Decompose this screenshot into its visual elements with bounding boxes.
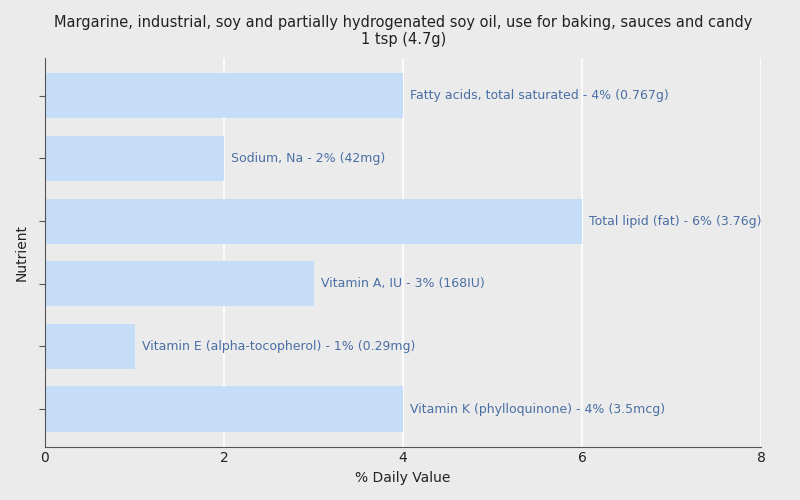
- Y-axis label: Nutrient: Nutrient: [15, 224, 29, 281]
- Text: Vitamin K (phylloquinone) - 4% (3.5mcg): Vitamin K (phylloquinone) - 4% (3.5mcg): [410, 402, 666, 415]
- Bar: [45, 386, 403, 432]
- Text: Fatty acids, total saturated - 4% (0.767g): Fatty acids, total saturated - 4% (0.767…: [410, 90, 669, 102]
- Bar: [45, 198, 582, 244]
- Bar: [45, 261, 314, 306]
- X-axis label: % Daily Value: % Daily Value: [355, 471, 451, 485]
- Bar: [45, 74, 403, 118]
- Title: Margarine, industrial, soy and partially hydrogenated soy oil, use for baking, s: Margarine, industrial, soy and partially…: [54, 15, 752, 48]
- Bar: [45, 136, 224, 181]
- Bar: [45, 324, 134, 369]
- Text: Sodium, Na - 2% (42mg): Sodium, Na - 2% (42mg): [231, 152, 386, 165]
- Text: Total lipid (fat) - 6% (3.76g): Total lipid (fat) - 6% (3.76g): [590, 214, 762, 228]
- Text: Vitamin E (alpha-tocopherol) - 1% (0.29mg): Vitamin E (alpha-tocopherol) - 1% (0.29m…: [142, 340, 415, 353]
- Text: Vitamin A, IU - 3% (168IU): Vitamin A, IU - 3% (168IU): [321, 278, 485, 290]
